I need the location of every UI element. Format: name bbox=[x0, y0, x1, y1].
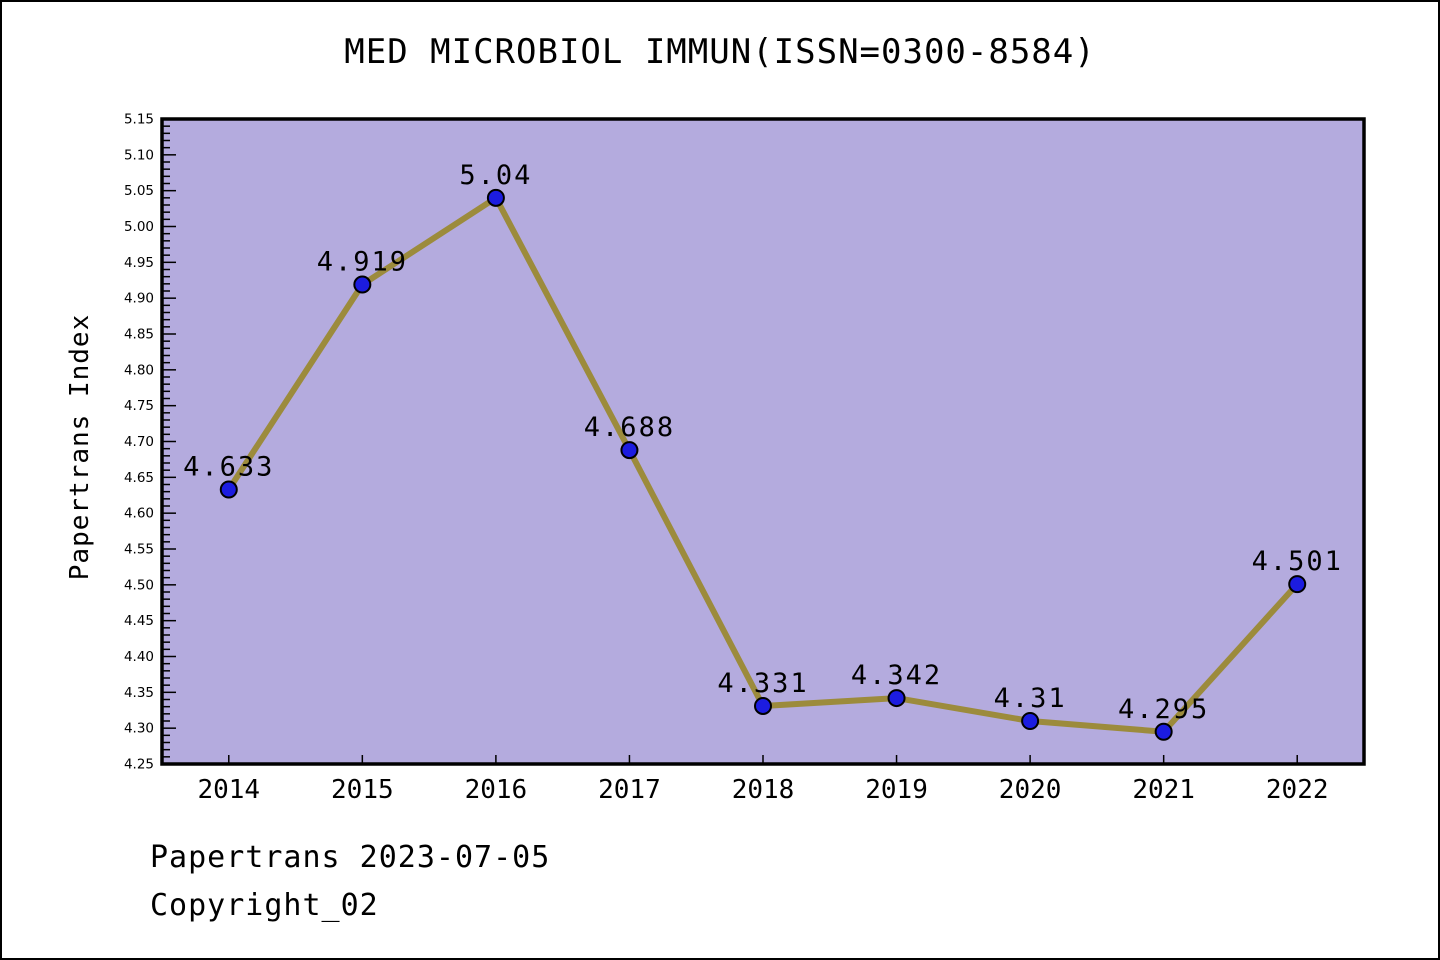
data-point-label: 4.633 bbox=[183, 452, 274, 483]
data-point-label: 4.688 bbox=[584, 412, 675, 443]
x-tick-label: 2021 bbox=[1132, 775, 1195, 805]
y-tick-label: 4.65 bbox=[124, 470, 154, 486]
chart-title: MED MICROBIOL IMMUN(ISSN=0300-8584) bbox=[344, 32, 1096, 72]
y-axis-label: Papertrans Index bbox=[65, 313, 95, 581]
x-tick-label: 2017 bbox=[598, 775, 661, 805]
y-tick-label: 4.70 bbox=[124, 434, 154, 450]
x-tick-label: 2015 bbox=[331, 775, 394, 805]
y-tick-label: 5.10 bbox=[124, 147, 154, 163]
y-tick-label: 5.05 bbox=[124, 183, 154, 199]
y-tick-label: 4.55 bbox=[124, 542, 154, 558]
data-point-label: 4.919 bbox=[317, 247, 408, 278]
data-point bbox=[1288, 575, 1307, 594]
y-tick-label: 4.30 bbox=[124, 721, 154, 737]
data-point bbox=[486, 188, 505, 207]
data-point bbox=[620, 441, 639, 460]
y-tick-label: 4.35 bbox=[124, 685, 154, 701]
x-tick-label: 2019 bbox=[865, 775, 928, 805]
data-point-label: 4.331 bbox=[717, 668, 808, 699]
data-point-label: 4.295 bbox=[1118, 694, 1209, 725]
y-tick-label: 4.40 bbox=[124, 649, 154, 665]
data-point bbox=[219, 480, 238, 499]
x-tick-label: 2014 bbox=[197, 775, 260, 805]
data-point bbox=[754, 696, 772, 715]
y-tick-label: 4.75 bbox=[124, 398, 154, 414]
y-tick-label: 4.95 bbox=[124, 255, 154, 271]
data-point-label: 4.501 bbox=[1252, 546, 1343, 577]
y-tick-label: 4.45 bbox=[124, 613, 154, 629]
data-point-label: 4.342 bbox=[851, 660, 942, 691]
footer-copyright: Copyright_02 bbox=[150, 888, 379, 923]
plot-area bbox=[160, 117, 1366, 766]
data-point bbox=[887, 689, 906, 708]
y-tick-label: 4.60 bbox=[124, 506, 154, 522]
x-tick-label: 2018 bbox=[732, 775, 795, 805]
data-point bbox=[1154, 722, 1173, 741]
y-tick-label: 4.90 bbox=[124, 291, 154, 307]
x-tick-label: 2016 bbox=[465, 775, 528, 805]
y-tick-label: 4.80 bbox=[124, 362, 154, 378]
data-point-label: 5.04 bbox=[459, 160, 532, 191]
y-tick-label: 4.50 bbox=[124, 577, 154, 593]
data-point-label: 4.31 bbox=[994, 683, 1067, 714]
y-tick-label: 5.00 bbox=[124, 219, 154, 235]
x-tick-label: 2020 bbox=[999, 775, 1062, 805]
footer-date: Papertrans 2023-07-05 bbox=[150, 840, 551, 875]
y-tick-label: 4.25 bbox=[124, 757, 154, 773]
y-tick-label: 5.15 bbox=[124, 112, 154, 128]
y-tick-label: 4.85 bbox=[124, 327, 154, 343]
x-tick-label: 2022 bbox=[1266, 775, 1329, 805]
data-point bbox=[1021, 712, 1040, 730]
data-point bbox=[353, 275, 372, 294]
